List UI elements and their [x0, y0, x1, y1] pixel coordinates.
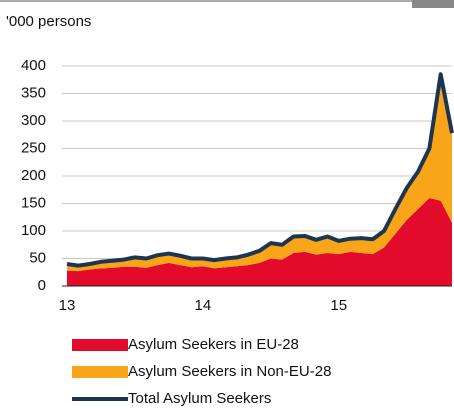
total-line [66, 72, 454, 268]
legend-label: Asylum Seekers in Non-EU-28 [128, 363, 331, 380]
legend-label: Asylum Seekers in EU-28 [128, 336, 299, 353]
legend-label: Total Asylum Seekers [128, 390, 271, 407]
unit-label: '000 persons [6, 13, 91, 30]
y-tick-label: 400 [21, 57, 46, 74]
y-tick-label: 150 [21, 194, 46, 211]
y-tick-label: 0 [38, 277, 46, 294]
legend-swatch [72, 366, 128, 378]
corner-box [412, 0, 454, 8]
y-tick-label: 200 [21, 167, 46, 184]
y-tick-label: 50 [29, 249, 46, 266]
y-tick-label: 300 [21, 112, 46, 129]
y-tick-label: 350 [21, 84, 46, 101]
x-tick-label: 13 [59, 297, 76, 314]
x-tick-label: 15 [330, 297, 347, 314]
y-tick-label: 250 [21, 139, 46, 156]
legend-swatch [72, 339, 128, 351]
x-tick-label: 14 [195, 297, 212, 314]
y-tick-label: 100 [21, 222, 46, 239]
